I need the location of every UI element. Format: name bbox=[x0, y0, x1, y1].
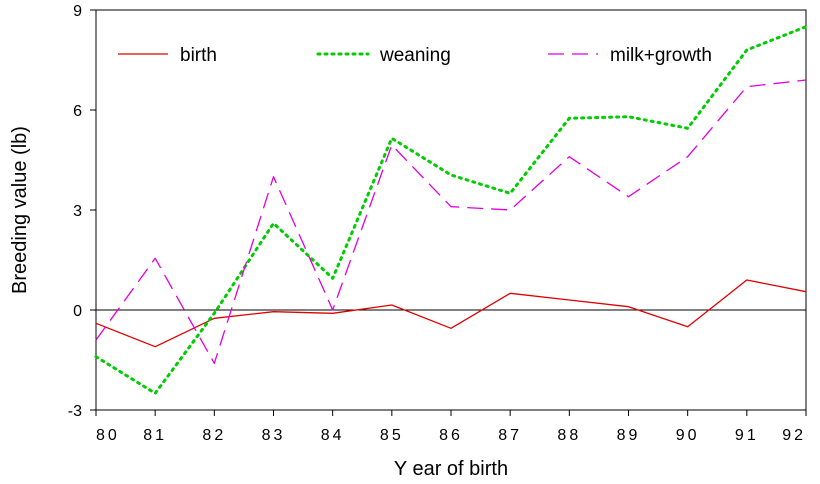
y-axis: -3 0 3 6 9 bbox=[68, 3, 96, 420]
y-tick-label: 3 bbox=[73, 203, 82, 220]
x-tick-label: 85 bbox=[380, 427, 404, 444]
y-tick-label: 9 bbox=[73, 3, 82, 20]
y-tick-label: 0 bbox=[73, 303, 82, 320]
legend: birth weaning milk+growth bbox=[118, 45, 712, 66]
legend-label: weaning bbox=[379, 45, 451, 66]
x-tick-label: 88 bbox=[557, 427, 581, 444]
x-tick-label: 87 bbox=[498, 427, 522, 444]
series-line-weaning bbox=[94, 25, 808, 395]
legend-label: birth bbox=[180, 45, 217, 66]
x-tick-label: 91 bbox=[735, 427, 759, 444]
x-tick-label: 81 bbox=[143, 427, 167, 444]
y-tick-label: 6 bbox=[73, 103, 82, 120]
x-tick-label: 80 bbox=[96, 427, 120, 444]
x-tick-label: 89 bbox=[617, 427, 641, 444]
plot-frame bbox=[95, 9, 807, 411]
legend-label: milk+growth bbox=[610, 45, 712, 66]
series-line-birth bbox=[95, 279, 807, 348]
x-tick-label: 92 bbox=[782, 427, 806, 444]
x-axis-title: Y ear of birth bbox=[394, 458, 508, 480]
x-tick-label: 86 bbox=[439, 427, 463, 444]
x-axis: 80 81 82 83 84 85 86 87 88 89 90 91 92 bbox=[95, 410, 807, 444]
x-tick-label: 83 bbox=[262, 427, 286, 444]
x-tick-label: 84 bbox=[321, 427, 345, 444]
x-tick-label: 82 bbox=[202, 427, 226, 444]
series-group bbox=[94, 25, 808, 395]
x-tick-label: 90 bbox=[676, 427, 700, 444]
y-axis-title: Breeding value (lb) bbox=[9, 126, 31, 294]
series-line-milk-growth bbox=[95, 79, 807, 364]
y-tick-label: -3 bbox=[68, 403, 82, 420]
